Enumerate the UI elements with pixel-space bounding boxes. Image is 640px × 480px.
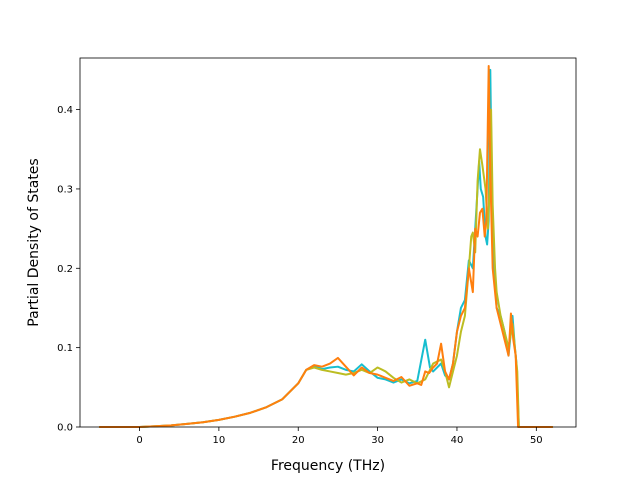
series-layer (98, 64, 554, 428)
x-tick-label: 40 (451, 435, 464, 446)
x-axis-ticks: 0 10 20 30 40 50 (136, 427, 543, 446)
x-tick-label: 10 (213, 435, 226, 446)
y-tick-label: 0.0 (57, 423, 73, 434)
x-tick-label: 50 (530, 435, 543, 446)
y-tick-label: 0.4 (57, 105, 73, 116)
y-axis-ticks: 0.0 0.1 0.2 0.3 0.4 (57, 105, 80, 434)
series-line-3 (98, 64, 554, 428)
x-tick-label: 0 (136, 435, 142, 446)
plot-area (79, 57, 577, 428)
y-tick-label: 0.2 (57, 264, 73, 275)
axes-frame (79, 57, 577, 428)
y-tick-label: 0.3 (57, 184, 73, 195)
x-axis-label: Frequency (THz) (271, 458, 385, 474)
y-tick-label: 0.1 (57, 343, 73, 354)
y-axis-label: Partial Density of States (26, 158, 42, 326)
x-tick-label: 30 (371, 435, 384, 446)
x-tick-label: 20 (292, 435, 305, 446)
